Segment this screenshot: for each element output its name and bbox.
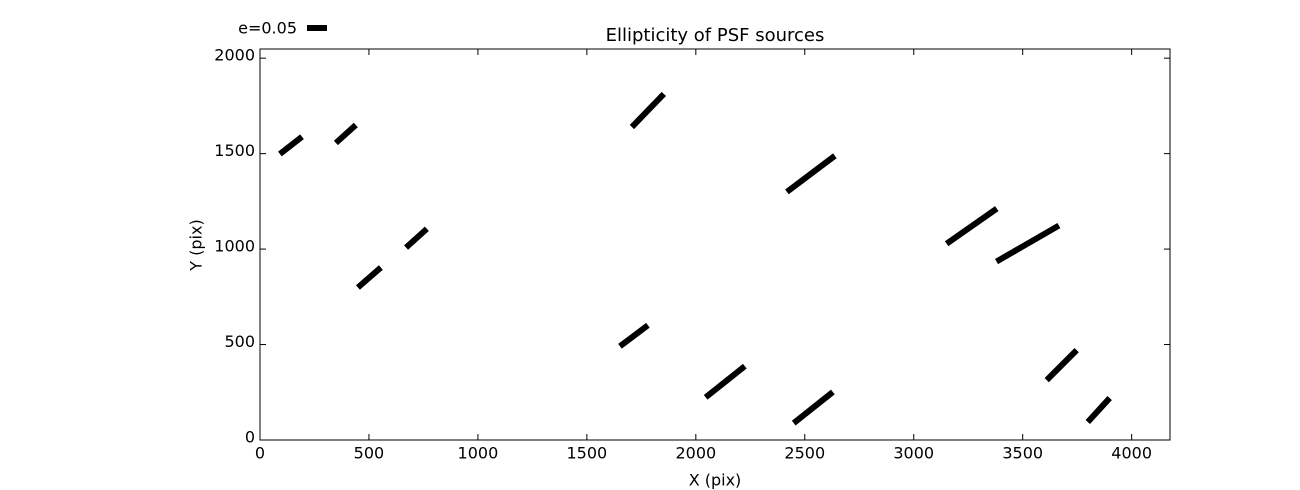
key-label: e=0.05 — [238, 19, 297, 38]
whisker — [995, 222, 1061, 265]
y-tick-label: 1500 — [214, 141, 255, 160]
y-axis-label: Y (pix) — [187, 219, 206, 271]
x-tick-label: 1000 — [458, 444, 499, 463]
x-tick-label: 4000 — [1111, 444, 1152, 463]
whisker — [278, 134, 304, 157]
y-tick-label: 0 — [245, 428, 255, 447]
y-tick-label: 500 — [224, 332, 255, 351]
plot-frame — [259, 48, 1171, 441]
x-axis-label: X (pix) — [689, 471, 742, 490]
x-tick-label: 3000 — [893, 444, 934, 463]
y-tick-label: 1000 — [214, 237, 255, 256]
whisker — [1044, 348, 1079, 383]
whisker — [618, 322, 650, 349]
whisker — [355, 265, 383, 290]
x-tick-label: 2500 — [784, 444, 825, 463]
whisker — [1085, 396, 1112, 424]
whisker — [944, 206, 999, 247]
x-tick-label: 0 — [255, 444, 265, 463]
x-tick-label: 2000 — [675, 444, 716, 463]
whisker — [404, 226, 429, 250]
x-tick-label: 1500 — [567, 444, 608, 463]
chart-title: Ellipticity of PSF sources — [606, 25, 825, 46]
whisker — [703, 363, 747, 400]
whisker — [333, 122, 358, 146]
x-tick-label: 500 — [354, 444, 385, 463]
whisker — [785, 153, 837, 195]
whisker — [791, 389, 835, 426]
y-tick-label: 2000 — [214, 46, 255, 65]
whisker — [629, 91, 667, 130]
x-tick-label: 3500 — [1002, 444, 1043, 463]
